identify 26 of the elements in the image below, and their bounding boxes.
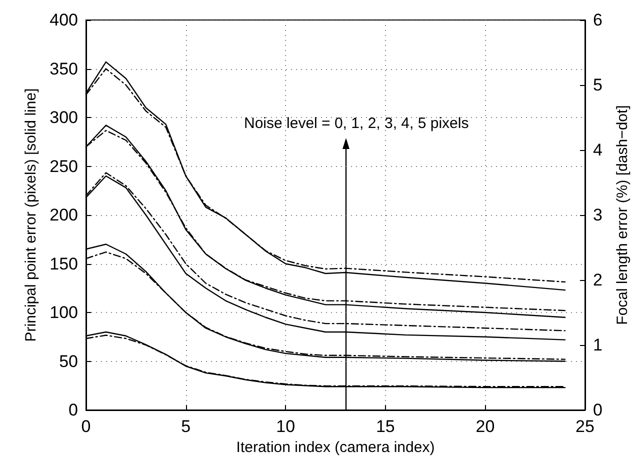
x-tick-label: 25 xyxy=(576,417,594,436)
x-tick-label: 0 xyxy=(81,417,91,436)
x-axis-title: Iteration index (camera index) xyxy=(236,438,435,456)
y-tick-label: 50 xyxy=(59,352,78,371)
y-tick-label: 200 xyxy=(50,206,78,224)
annotation: Noise level = 0, 1, 2, 3, 4, 5 pixels xyxy=(244,115,469,132)
x-tick-label: 5 xyxy=(181,417,191,436)
y2-tick-label: 2 xyxy=(593,270,602,290)
y2-tick-label: 5 xyxy=(593,76,602,94)
y2-tick-label: 0 xyxy=(593,400,602,420)
x-tick-label: 20 xyxy=(476,417,495,436)
y-tick-label: 400 xyxy=(50,10,78,30)
y-tick-label: 0 xyxy=(68,400,78,420)
y-tick-label: 300 xyxy=(50,108,78,127)
x-tick-label: 10 xyxy=(276,417,296,436)
y-axis-title: Principal point error (pixels) [solid line] xyxy=(22,88,40,342)
y2-tick-label: 3 xyxy=(593,206,602,224)
y2-tick-label: 1 xyxy=(593,336,602,354)
y2-tick-label: 4 xyxy=(593,140,602,160)
y2-tick-label: 6 xyxy=(593,10,602,30)
y-tick-label: 250 xyxy=(50,156,78,176)
y-tick-label: 100 xyxy=(50,303,78,322)
y-tick-label: 350 xyxy=(50,59,78,78)
y-tick-label: 150 xyxy=(50,254,78,274)
x-tick-label: 15 xyxy=(376,417,395,436)
y2-axis-title: Focal length error (%) [dash−dot] xyxy=(614,105,631,325)
